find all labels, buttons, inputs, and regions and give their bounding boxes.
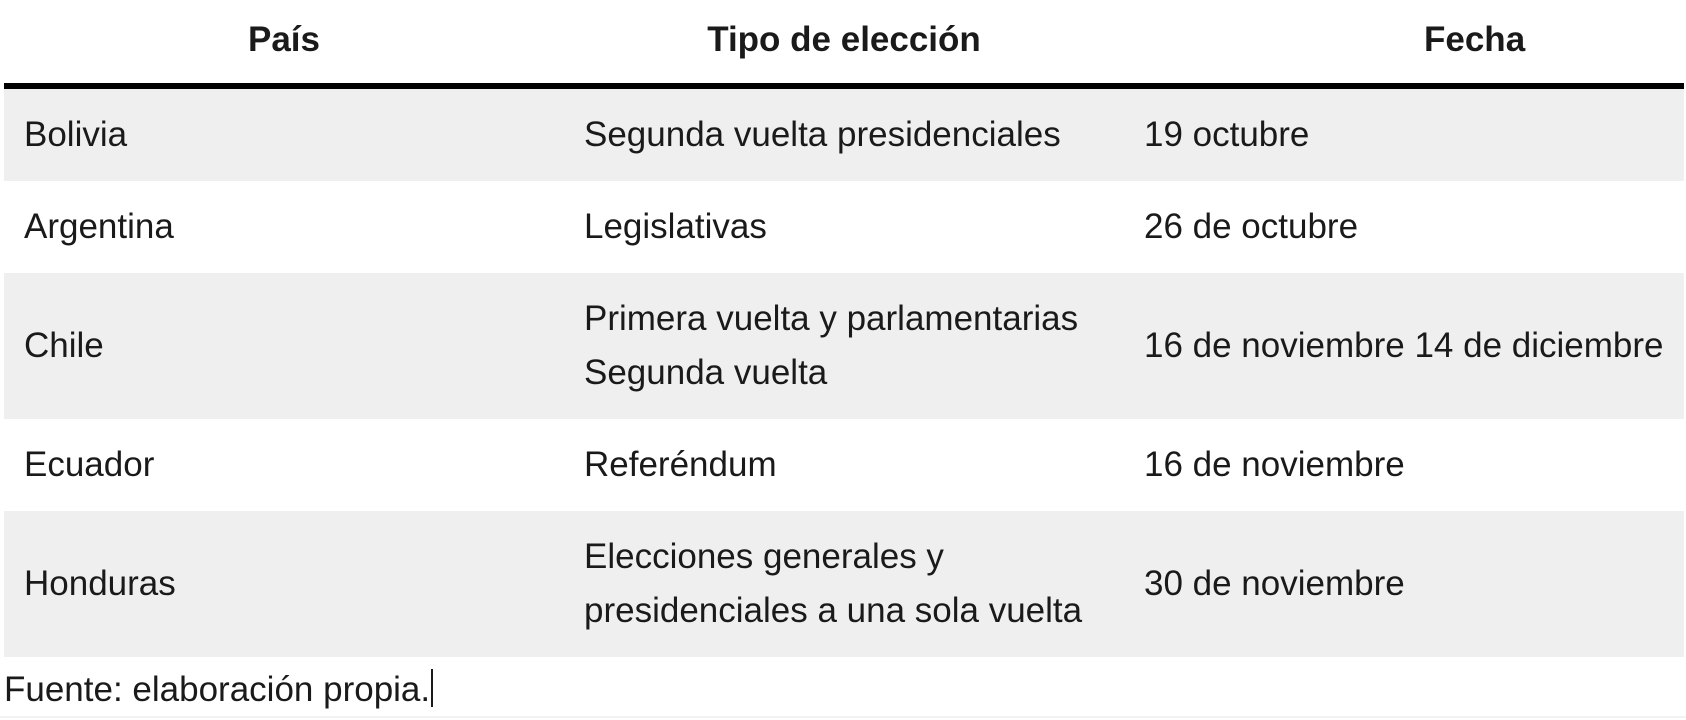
cell-fecha: 26 de octubre bbox=[1144, 207, 1359, 246]
header-tipo-eleccion: Tipo de elección bbox=[564, 0, 1124, 89]
elections-table: País Tipo de elección Fecha Bolivia Segu… bbox=[4, 0, 1684, 657]
cell-tipo-eleccion: Legislativas bbox=[584, 207, 767, 246]
table-row: Chile Primera vuelta y parlamentarias Se… bbox=[4, 273, 1684, 419]
cell-fecha: 19 octubre bbox=[1124, 86, 1684, 181]
header-pais: País bbox=[4, 0, 564, 89]
header-fecha: Fecha bbox=[1124, 0, 1684, 89]
cell-fecha: 16 de noviembre 14 de diciembre bbox=[1124, 273, 1684, 419]
table-row: Honduras Elecciones generales y presiden… bbox=[4, 511, 1684, 657]
table-header: País Tipo de elección Fecha bbox=[4, 0, 1684, 89]
table-caption[interactable]: Fuente: elaboración propia. bbox=[4, 666, 434, 714]
cell-tipo-eleccion: Referéndum bbox=[584, 445, 777, 484]
cell-pais: Argentina bbox=[24, 207, 174, 246]
cell-pais: Chile bbox=[4, 273, 564, 419]
table-row: Bolivia Segunda vuelta presidenciales 19… bbox=[4, 86, 1684, 181]
cell-tipo-eleccion: Elecciones generales y presidenciales a … bbox=[564, 511, 1124, 657]
cell-fecha: 30 de noviembre bbox=[1124, 511, 1684, 657]
divider bbox=[0, 716, 1686, 718]
table-row: Ecuador Referéndum 16 de noviembre bbox=[4, 419, 1684, 511]
cell-pais: Bolivia bbox=[4, 86, 564, 181]
header-row: País Tipo de elección Fecha bbox=[4, 0, 1684, 89]
cell-tipo-eleccion: Segunda vuelta presidenciales bbox=[564, 86, 1124, 181]
cell-fecha: 16 de noviembre bbox=[1144, 445, 1405, 484]
cell-pais: Ecuador bbox=[24, 445, 155, 484]
caption-text: Fuente: elaboración propia. bbox=[4, 670, 431, 709]
table-row: Argentina Legislativas 26 de octubre bbox=[4, 181, 1684, 273]
table-body: Bolivia Segunda vuelta presidenciales 19… bbox=[4, 86, 1684, 657]
cell-tipo-eleccion: Primera vuelta y parlamentarias Segunda … bbox=[564, 273, 1124, 419]
text-cursor bbox=[431, 669, 434, 707]
cell-pais: Honduras bbox=[4, 511, 564, 657]
